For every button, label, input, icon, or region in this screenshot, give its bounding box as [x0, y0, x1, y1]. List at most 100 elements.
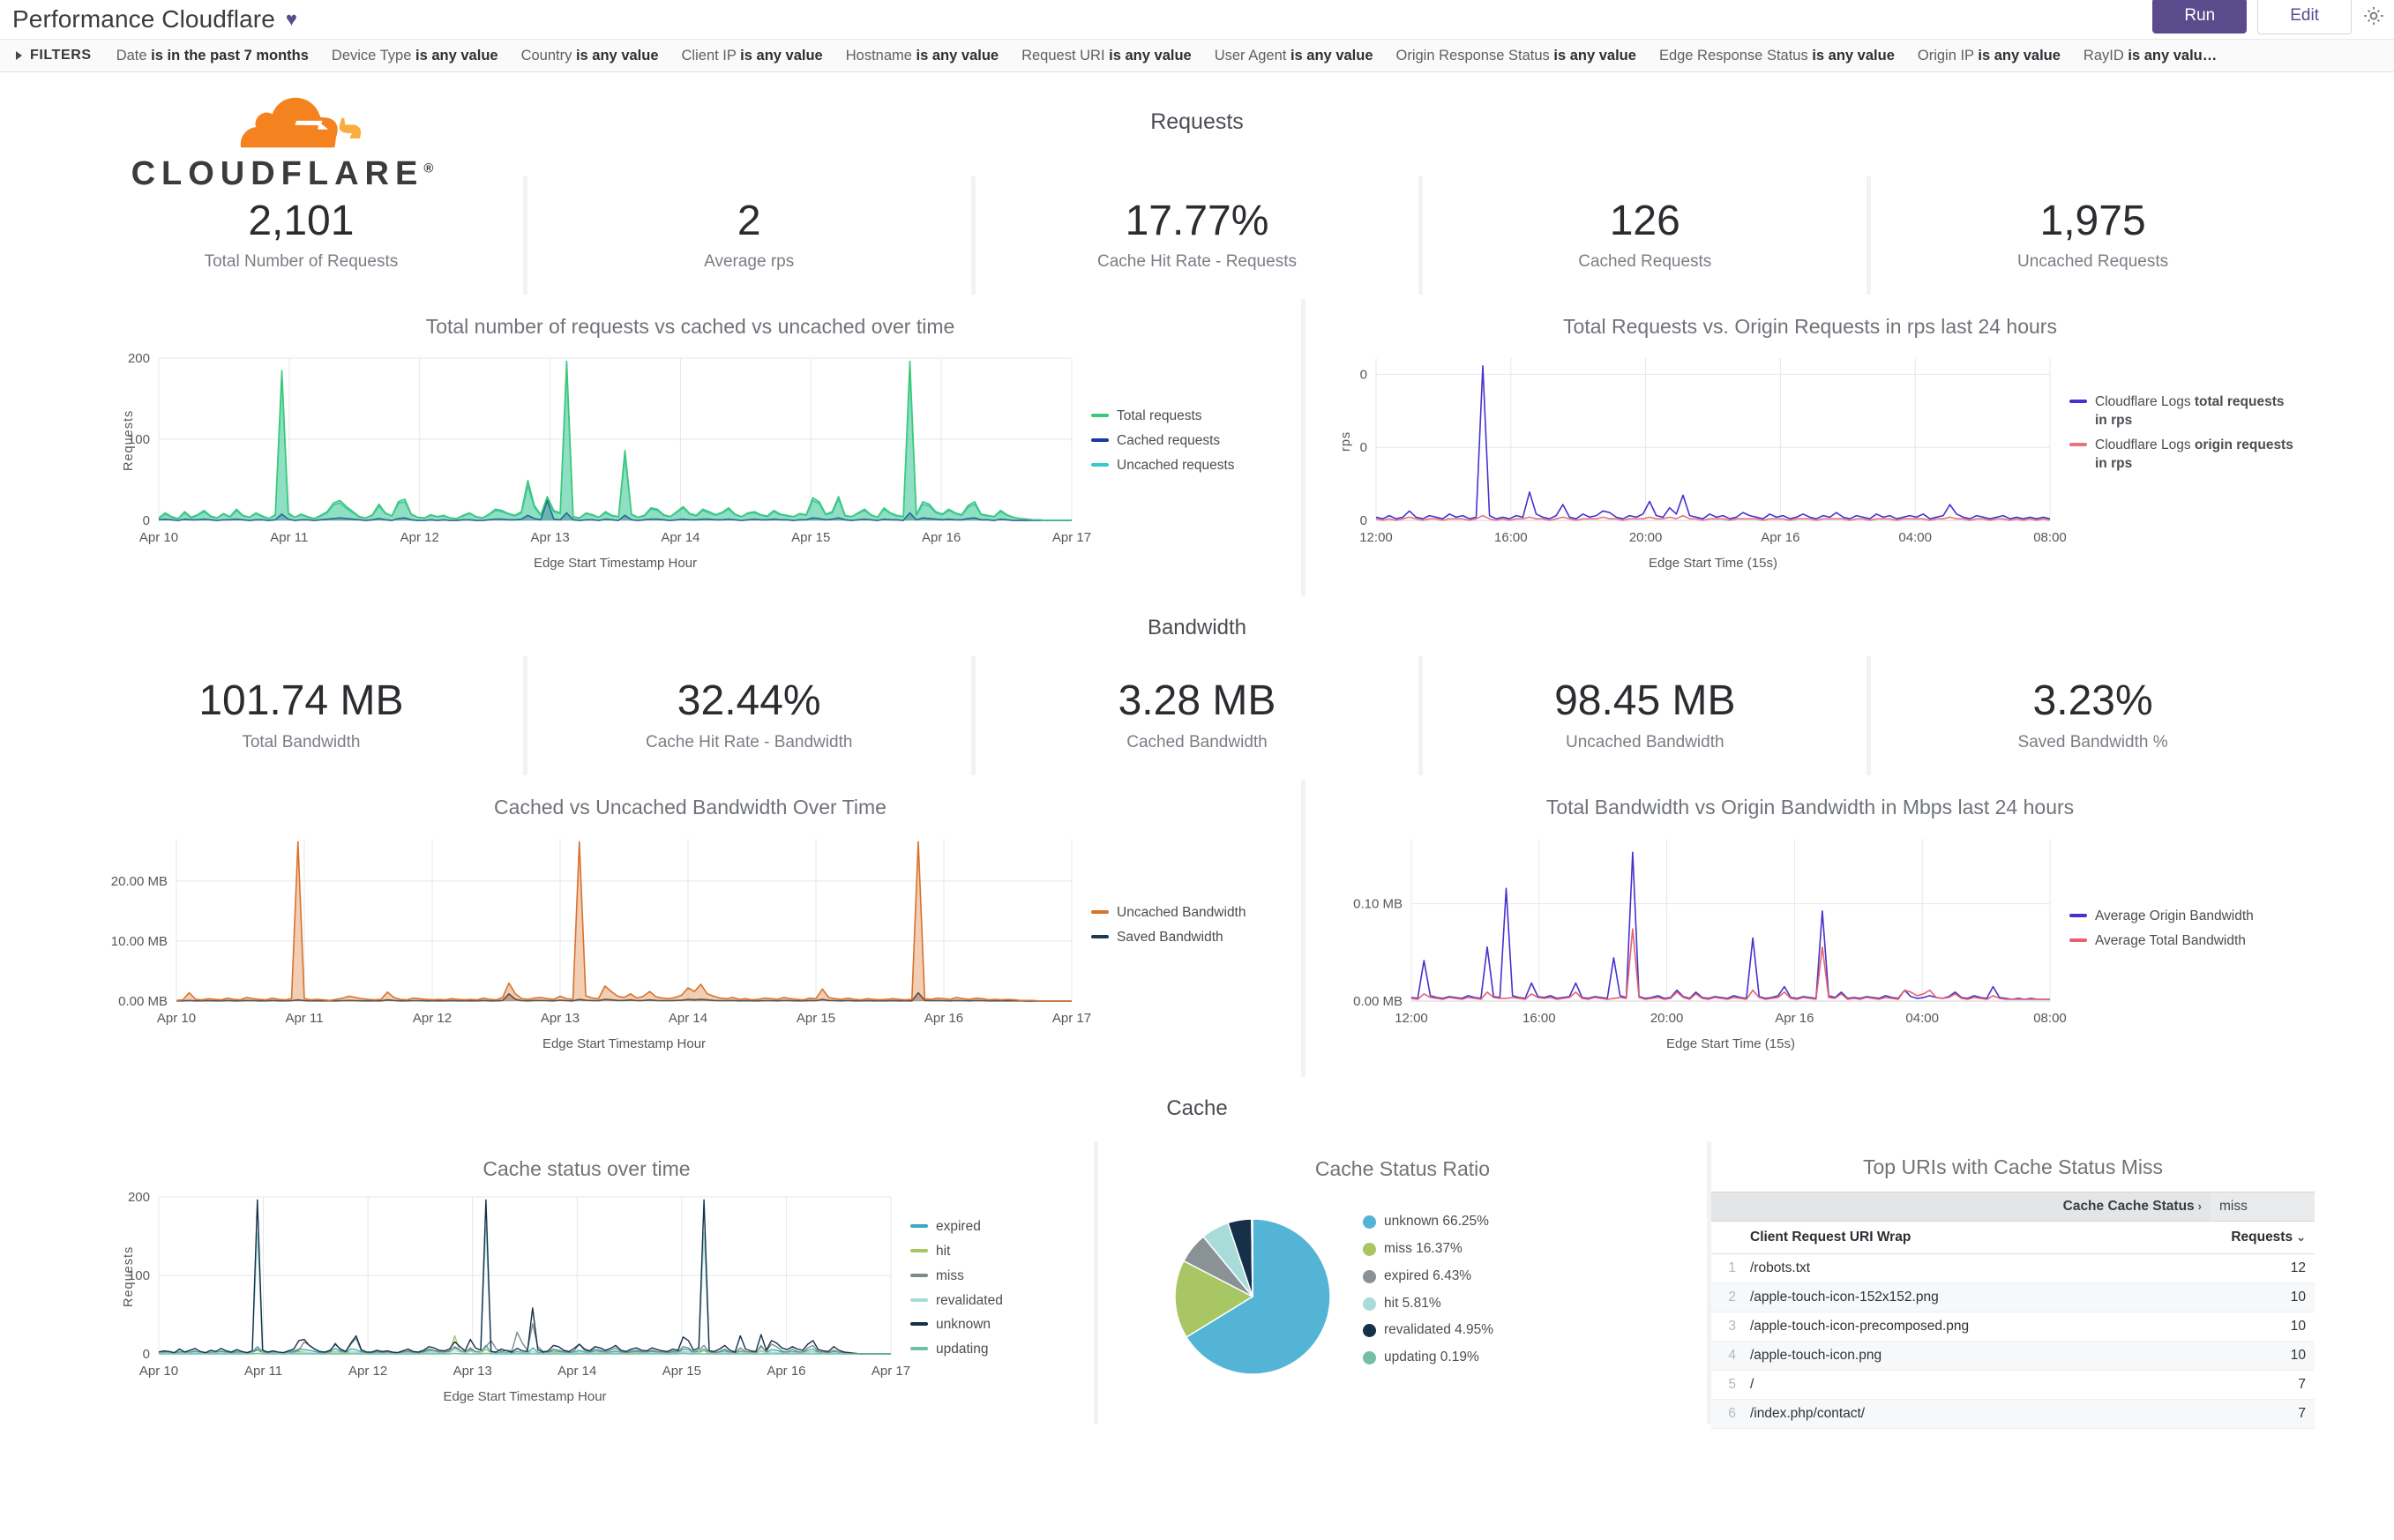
chart-plot-area[interactable]: 0 0 0 12:00 16:00 20:00 Apr 16 04:00 08:00 rps Edg…	[1305, 339, 2315, 575]
legend-item[interactable]: Average Origin Bandwidth	[2069, 908, 2254, 926]
pie-slice[interactable]	[1185, 1218, 1331, 1375]
row-requests: 10	[2211, 1341, 2315, 1371]
table-row[interactable]: 3/apple-touch-icon-precomposed.png 10	[1711, 1312, 2315, 1342]
requests-kpi-tile[interactable]: 2 Average rps	[527, 176, 971, 295]
filter-item[interactable]: Country is any value	[521, 48, 659, 64]
legend-item[interactable]: hit	[910, 1243, 1003, 1261]
bandwidth-kpi-tile[interactable]: 3.28 MB Cached Bandwidth	[975, 656, 1419, 775]
filter-item[interactable]: User Agent is any value	[1215, 48, 1373, 64]
filter-item[interactable]: Client IP is any value	[682, 48, 823, 64]
legend-item[interactable]: updating 0.19%	[1363, 1349, 1493, 1367]
x-axis-tick: 20:00	[1650, 1011, 1684, 1026]
kpi-value: 32.44%	[677, 677, 821, 725]
filter-item[interactable]: Hostname is any value	[846, 48, 999, 64]
legend-label: Average Origin Bandwidth	[2095, 908, 2254, 923]
requests-kpi-tile[interactable]: 126 Cached Requests	[1423, 176, 1867, 295]
legend-item[interactable]: Cached requests	[1091, 432, 1235, 451]
series-area	[159, 361, 1072, 521]
legend-swatch	[910, 1248, 928, 1252]
legend-item[interactable]: expired 6.43%	[1363, 1267, 1493, 1286]
chart-plot-area[interactable]: 0 100 200 Apr 10 Apr 11 Apr 12 Apr 13 Apr 14 Apr…	[79, 339, 1301, 575]
gear-icon[interactable]	[2362, 4, 2385, 27]
legend-item[interactable]: miss	[910, 1267, 1003, 1286]
filter-item[interactable]: Date is in the past 7 months	[116, 48, 309, 64]
kpi-label: Cache Hit Rate - Bandwidth	[645, 732, 853, 751]
kpi-value: 2,101	[248, 198, 355, 244]
heart-icon[interactable]: ♥	[285, 8, 297, 30]
table-row[interactable]: 2/apple-touch-icon-152x152.png 10	[1711, 1282, 2315, 1312]
legend-item[interactable]: miss 16.37%	[1363, 1240, 1493, 1259]
series-line	[159, 1226, 891, 1355]
requests-kpi-tile[interactable]: 1,975 Uncached Requests	[1871, 176, 2315, 295]
chart-plot-area[interactable]: unknown 66.25% miss 16.37% expired 6.43% hi…	[1098, 1181, 1707, 1405]
bandwidth-kpi-tile[interactable]: 98.45 MB Uncached Bandwidth	[1423, 656, 1867, 775]
bandwidth-kpi-tile[interactable]: 32.44% Cache Hit Rate - Bandwidth	[527, 656, 971, 775]
group-header-label[interactable]: Cache Cache Status ›	[1711, 1191, 2211, 1222]
legend-item[interactable]: expired	[910, 1218, 1003, 1237]
chart-legend: Average Origin Bandwidth Average Total Ba…	[2069, 908, 2254, 951]
legend-item[interactable]: revalidated	[910, 1292, 1003, 1311]
bandwidth-kpi-tile[interactable]: 3.23% Saved Bandwidth %	[1871, 656, 2315, 775]
legend-dot	[1363, 1324, 1376, 1338]
filter-item[interactable]: Origin IP is any value	[1918, 48, 2061, 64]
x-axis-tick: Apr 17	[1052, 1011, 1091, 1026]
chart-title: Total Bandwidth vs Origin Bandwidth in M…	[1545, 795, 2075, 819]
legend-item[interactable]: unknown	[910, 1316, 1003, 1334]
pie-slice[interactable]	[1251, 1218, 1253, 1297]
section-title-requests: Requests	[1150, 109, 1244, 134]
chart-plot-area[interactable]: 0.00 MB 0.10 MB 12:00 16:00 20:00 Apr 16 04:00…	[1305, 819, 2315, 1056]
series-line	[158, 368, 1072, 522]
kpi-value: 98.45 MB	[1554, 677, 1736, 725]
chart-svg: 0.00 MB 10.00 MB 20.00 MB Apr 10 Apr 11 Apr 1…	[111, 838, 1091, 1026]
legend-item[interactable]: updating	[910, 1341, 1003, 1359]
filter-value: is any value	[575, 47, 659, 64]
legend-item[interactable]: Average Total Bandwidth	[2069, 932, 2254, 951]
x-axis-tick: 16:00	[1494, 530, 1528, 545]
legend-label: Uncached requests	[1117, 458, 1235, 474]
row-uri: /apple-touch-icon.png	[1741, 1341, 2211, 1371]
legend-item[interactable]: Uncached requests	[1091, 457, 1235, 475]
legend-item[interactable]: Saved Bandwidth	[1091, 929, 1246, 947]
requests-kpi-tile[interactable]: 17.77% Cache Hit Rate - Requests	[975, 176, 1419, 295]
row-requests: 12	[2211, 1253, 2315, 1283]
column-header-uri[interactable]: Client Request URI Wrap	[1741, 1221, 2211, 1254]
column-header-requests[interactable]: Requests ⌄	[2211, 1221, 2315, 1254]
filter-item[interactable]: Device Type is any value	[332, 48, 498, 64]
y-axis-tick: 0.10 MB	[1353, 896, 1403, 911]
chart-svg: 0.00 MB 0.10 MB 12:00 16:00 20:00 Apr 16 04:00…	[1353, 838, 2067, 1026]
filter-item[interactable]: Edge Response Status is any value	[1659, 48, 1895, 64]
legend-item[interactable]: revalidated 4.95%	[1363, 1321, 1493, 1340]
filter-value: is any value	[1553, 47, 1636, 64]
pie-slice[interactable]	[1174, 1260, 1254, 1338]
filter-field: User Agent	[1214, 47, 1287, 64]
legend-item[interactable]: Cloudflare Logs total requests in rps	[2069, 393, 2298, 430]
legend-swatch	[2069, 938, 2087, 942]
filters-toggle[interactable]: FILTERS	[16, 48, 92, 64]
kpi-label: Cached Bandwidth	[1126, 732, 1268, 751]
table-row[interactable]: 6/index.php/contact/7	[1711, 1399, 2315, 1429]
chart-plot-area[interactable]: 0 100 200 Apr 10 Apr 11 Apr 12 Apr 13 Apr 14 Apr…	[79, 1181, 1094, 1405]
table-row[interactable]: 4/apple-touch-icon.png 10	[1711, 1341, 2315, 1371]
filter-field: RayID	[2083, 47, 2124, 64]
table-row[interactable]: 5/7	[1711, 1370, 2315, 1400]
edit-button[interactable]: Edit	[2257, 0, 2352, 34]
legend-item[interactable]: Cloudflare Logs origin requests in rps	[2069, 437, 2298, 474]
bandwidth-kpi-tile[interactable]: 101.74 MB Total Bandwidth	[79, 656, 523, 775]
legend-item[interactable]: Uncached Bandwidth	[1091, 904, 1246, 923]
filter-item[interactable]: Origin Response Status is any value	[1396, 48, 1636, 64]
series-line	[1375, 515, 2051, 522]
run-button[interactable]: Run	[2152, 0, 2248, 34]
chart-plot-area[interactable]: 0.00 MB 10.00 MB 20.00 MB Apr 10 Apr 11 Apr 1…	[79, 819, 1301, 1056]
filter-field: Request URI	[1021, 47, 1105, 64]
filter-item[interactable]: RayID is any valu…	[2084, 48, 2217, 64]
filter-bar: FILTERS Date is in the past 7 months Devi…	[0, 39, 2394, 72]
requests-kpi-tile[interactable]: 2,101 Total Number of Requests	[79, 176, 523, 295]
table-row[interactable]: 1/robots.txt 12	[1711, 1253, 2315, 1283]
series-line	[158, 361, 1072, 522]
legend-item[interactable]: unknown 66.25%	[1363, 1213, 1493, 1231]
legend-dot	[1363, 1242, 1376, 1256]
legend-item[interactable]: Total requests	[1091, 407, 1235, 426]
filter-item[interactable]: Request URI is any value	[1021, 48, 1192, 64]
cache-row: Cache status over time 0 100 200 Apr 10 Apr …	[79, 1140, 2315, 1429]
legend-item[interactable]: hit 5.81%	[1363, 1295, 1493, 1313]
